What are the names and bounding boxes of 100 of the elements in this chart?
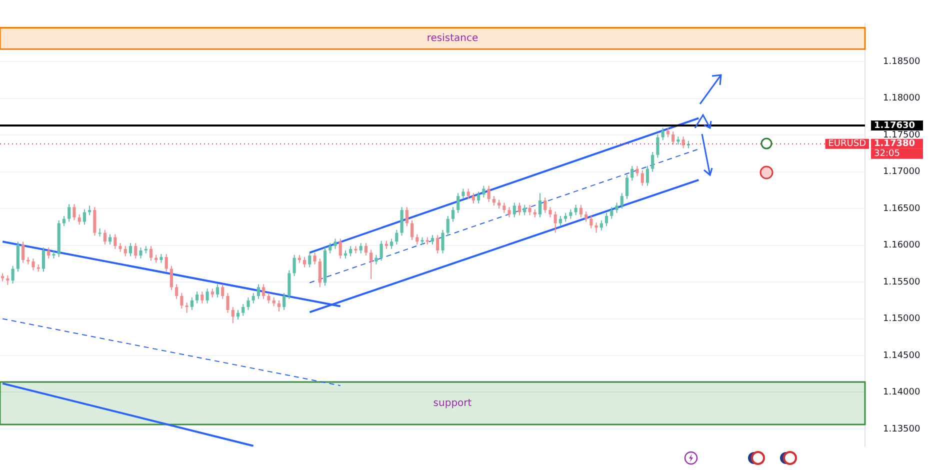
- text: 32:05: [874, 149, 900, 160]
- candlestick: [400, 206, 404, 236]
- candlestick: [579, 204, 582, 218]
- candlestick: [196, 291, 199, 304]
- candlestick: [656, 134, 660, 158]
- candlestick: [364, 242, 368, 256]
- candlestick: [93, 206, 96, 236]
- y-tick-label: 1.14000: [883, 388, 920, 398]
- y-tick-label: 1.16000: [883, 240, 920, 251]
- candlestick: [666, 127, 670, 138]
- candlestick: [512, 202, 516, 218]
- candlestick: [390, 238, 394, 250]
- candlestick: [584, 210, 588, 222]
- candlestick: [436, 234, 440, 254]
- candlestick: [528, 204, 532, 216]
- candlestick: [477, 191, 480, 204]
- candlestick: [252, 292, 255, 304]
- candlestick: [308, 252, 312, 268]
- candlestick: [226, 292, 230, 314]
- candlestick: [646, 165, 650, 186]
- candlestick: [518, 202, 522, 216]
- candlestick: [242, 304, 245, 316]
- candlestick: [267, 292, 270, 304]
- candlestick: [600, 220, 603, 232]
- candlestick: [231, 306, 234, 324]
- candlestick: [370, 249, 373, 280]
- candlestick: [128, 242, 132, 257]
- candlestick: [508, 206, 511, 218]
- candlestick: [170, 265, 173, 291]
- candlestick: [175, 284, 178, 300]
- candlestick: [216, 284, 220, 298]
- candlestick: [32, 258, 35, 271]
- candlestick: [334, 238, 337, 250]
- ref-line-label: 1.17630: [874, 120, 915, 131]
- candlestick: [615, 202, 618, 214]
- candlestick: [548, 206, 552, 218]
- candlestick: [236, 309, 240, 320]
- candlestick: [482, 185, 486, 198]
- candlestick: [630, 165, 634, 182]
- candlestick: [349, 246, 352, 257]
- candlestick: [569, 208, 572, 220]
- candlestick: [164, 254, 168, 272]
- y-tick-label: 1.15000: [883, 314, 920, 324]
- candlestick: [292, 254, 296, 277]
- candlestick: [328, 242, 332, 254]
- candlestick: [374, 254, 378, 265]
- y-tick-label: 1.13500: [883, 424, 920, 434]
- candlestick: [672, 130, 675, 146]
- y-tick-label: 1.17000: [883, 167, 920, 178]
- candlestick: [466, 188, 470, 200]
- candlestick: [620, 192, 624, 210]
- candlestick: [604, 212, 608, 227]
- candlestick: [380, 240, 383, 262]
- candlestick: [661, 127, 664, 141]
- candlestick: [451, 206, 455, 222]
- candlestick: [103, 229, 106, 246]
- candlestick: [462, 188, 465, 200]
- candlestick: [338, 238, 342, 260]
- candlestick: [134, 242, 138, 260]
- y-tick-label: 1.15500: [883, 277, 920, 288]
- candlestick: [487, 185, 490, 202]
- candlestick: [303, 256, 306, 268]
- candlestick: [625, 174, 629, 200]
- candlestick: [82, 208, 86, 226]
- candlestick: [185, 302, 188, 314]
- candlestick: [124, 246, 127, 257]
- candlestick: [277, 300, 280, 312]
- candlestick: [441, 229, 444, 254]
- candlestick: [21, 241, 25, 264]
- candlestick: [492, 196, 496, 206]
- candlestick: [288, 270, 291, 300]
- candlestick: [410, 220, 414, 241]
- candlestick: [47, 246, 50, 260]
- y-tick-label: 1.14500: [883, 350, 920, 361]
- candlestick: [395, 229, 398, 246]
- y-tick-label: 1.17500: [883, 130, 920, 140]
- candlestick: [78, 214, 81, 226]
- candlestick: [544, 197, 547, 214]
- candlestick: [108, 234, 112, 246]
- candlestick: [42, 246, 46, 272]
- candlestick: [318, 258, 322, 288]
- y-tick-label: 1.18500: [883, 56, 920, 67]
- candlestick: [139, 246, 142, 260]
- candlestick: [221, 284, 224, 300]
- y-tick-label: 1.16500: [883, 204, 920, 214]
- candlestick: [538, 192, 542, 218]
- y-tick-label: 1.18000: [883, 94, 920, 104]
- candlestick: [256, 284, 260, 300]
- candlestick: [68, 204, 71, 222]
- candlestick: [180, 292, 184, 309]
- candlestick: [262, 284, 266, 300]
- candlestick: [246, 296, 250, 310]
- candlestick: [610, 206, 614, 220]
- candlestick: [149, 246, 153, 262]
- ref-line-label: 1.17380: [874, 139, 915, 150]
- candlestick: [590, 215, 593, 229]
- candlestick: [359, 242, 362, 254]
- candlestick: [502, 202, 506, 214]
- candlestick: [430, 234, 434, 246]
- candlestick: [405, 206, 408, 227]
